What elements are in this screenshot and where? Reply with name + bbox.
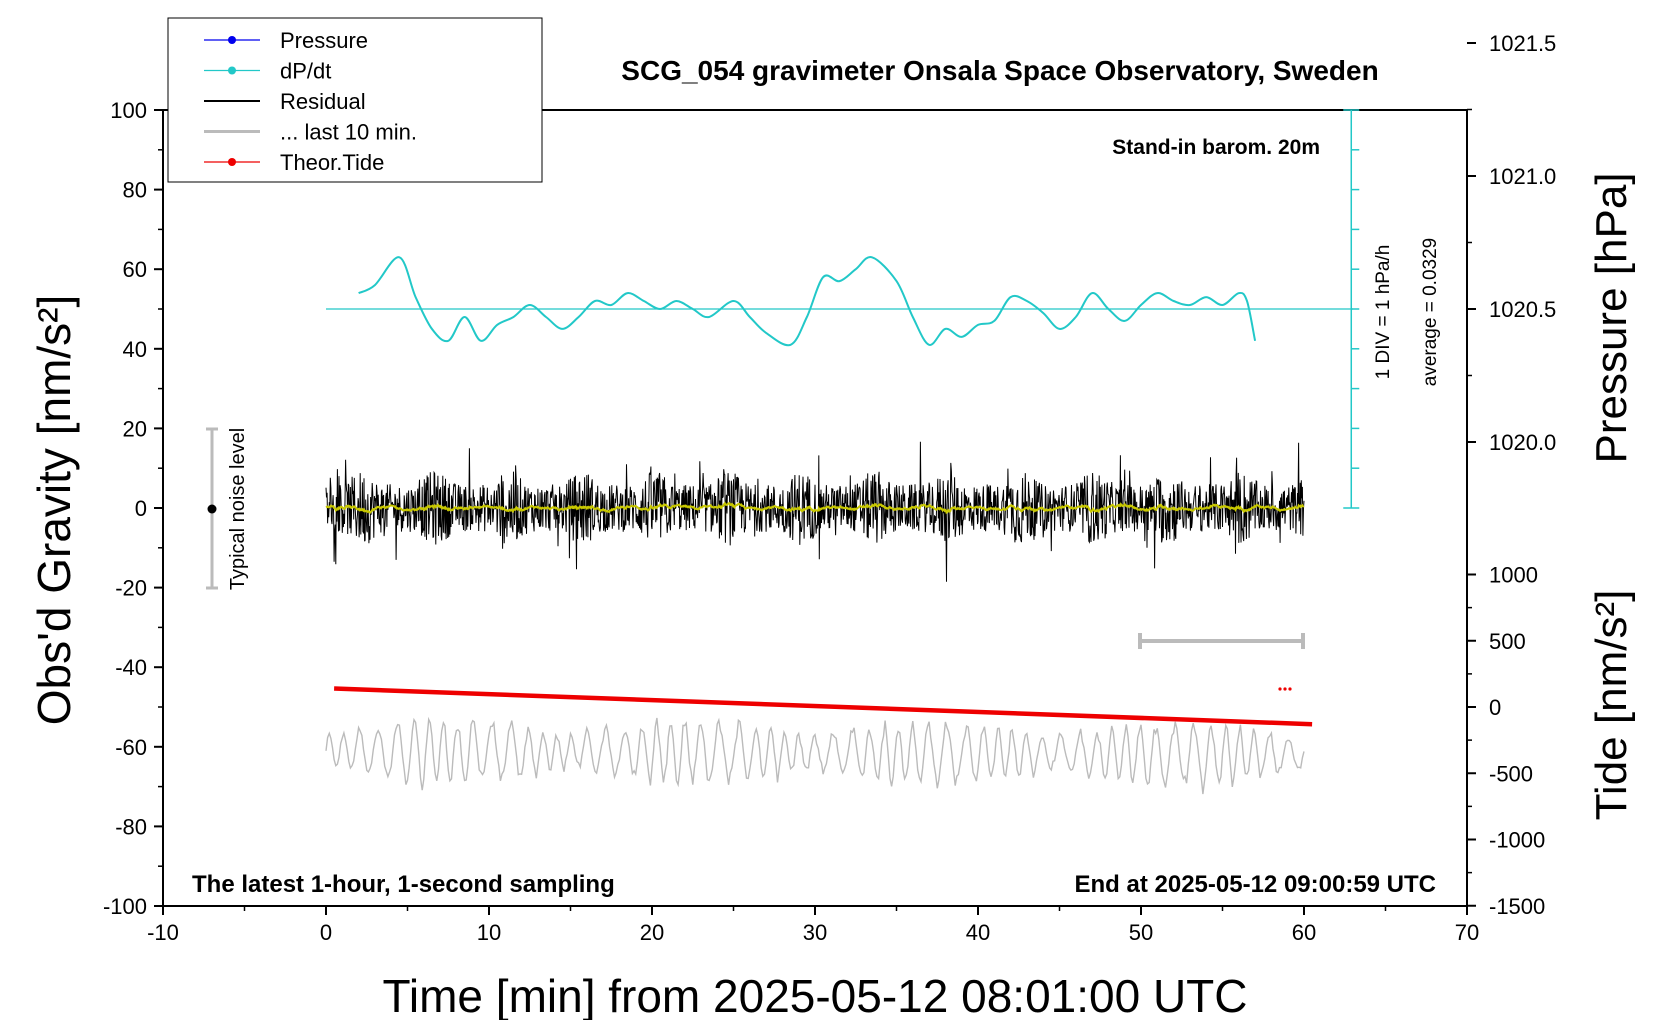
legend-marker-5 (228, 158, 236, 166)
axes-layer: -10 0 10 20 30 40 50 60 70-100-80-60-40-20020406… (103, 31, 1556, 945)
div-scale-label: 1 DIV = 1 hPa/h (1373, 245, 1394, 380)
x-tick-label: 60 (1292, 920, 1316, 945)
legend-label: Theor.Tide (280, 150, 384, 175)
x-tick-label: 20 (640, 920, 664, 945)
legend: Pressure dP/dt Residual ... last 10 min. The… (167, 17, 543, 183)
y-tick-label: -20 (115, 576, 147, 601)
x-tick-label: 40 (966, 920, 990, 945)
x-tick-label: 50 (1129, 920, 1153, 945)
plot-data-layer (325, 256, 1353, 795)
tide-tick-label: -1000 (1489, 828, 1545, 853)
y-tick-label: -40 (115, 655, 147, 680)
y-tick-label: 60 (123, 257, 147, 282)
tide-tick-label: -500 (1489, 761, 1533, 786)
x-tick-label: 10 (477, 920, 501, 945)
tide-tick-label: 0 (1489, 695, 1501, 720)
tide-dot (1288, 687, 1292, 691)
tide-tick-label: 500 (1489, 629, 1526, 654)
residual-smoothed-line (325, 501, 1305, 515)
x-tick-label: 70 (1455, 920, 1479, 945)
sampling-note: The latest 1-hour, 1-second sampling (192, 871, 615, 898)
chart-title: SCG_054 gravimeter Onsala Space Observat… (621, 55, 1378, 86)
x-tick-label: 30 (803, 920, 827, 945)
tide-dot (1278, 687, 1282, 691)
legend-label: Pressure (280, 28, 368, 53)
y-tick-label: 100 (110, 98, 147, 123)
legend-label: Residual (280, 89, 366, 114)
x-tick-label: -10 (147, 920, 179, 945)
last-10-min-marker (1138, 633, 1305, 649)
dpdt-average-label: average = 0.0329 (1420, 238, 1441, 386)
tide-tick-label: 1000 (1489, 563, 1538, 588)
legend-label: dP/dt (280, 59, 331, 84)
dpdt-line (358, 256, 1257, 347)
y-tick-label: 40 (123, 337, 147, 362)
y-axis-label-tide: Tide [nm/s²] (1587, 590, 1636, 821)
theor-tide-line (334, 686, 1313, 727)
pressure-tick-label: 1021.5 (1489, 31, 1556, 56)
legend-marker-1 (228, 36, 236, 44)
noise-center-dot (207, 504, 217, 514)
last-10-min-line (325, 716, 1305, 795)
y-tick-label: -80 (115, 814, 147, 839)
pressure-tick-label: 1020.0 (1489, 430, 1556, 455)
tide-tick-label: -1500 (1489, 894, 1545, 919)
barometer-note: Stand-in barom. 20m (1112, 136, 1320, 159)
dpdt-division-scale: 1 DIV = 1 hPa/h average = 0.0329 (1343, 109, 1441, 509)
tide-dots (1278, 687, 1292, 691)
residual-line (325, 441, 1305, 582)
y-axis-label-pressure: Pressure [hPa] (1587, 172, 1636, 463)
y-tick-label: -100 (103, 894, 147, 919)
x-axis-label: Time [min] from 2025-05-12 08:01:00 UTC (383, 970, 1248, 1020)
noise-level-indicator: Typical noise level (206, 427, 249, 590)
pressure-tick-label: 1021.0 (1489, 164, 1556, 189)
y-tick-label: 20 (123, 416, 147, 441)
tide-dot (1283, 687, 1287, 691)
y-axis-label-left: Obs'd Gravity [nm/s²] (28, 295, 80, 726)
y-tick-label: -60 (115, 735, 147, 760)
legend-marker-2 (228, 66, 236, 75)
y-tick-label: 80 (123, 178, 147, 203)
noise-level-label: Typical noise level (227, 428, 249, 590)
end-time-note: End at 2025-05-12 09:00:59 UTC (1075, 871, 1437, 898)
x-tick-label: 0 (320, 920, 332, 945)
legend-label: ... last 10 min. (280, 120, 417, 145)
pressure-tick-label: 1020.5 (1489, 297, 1556, 322)
y-tick-label: 0 (135, 496, 147, 521)
